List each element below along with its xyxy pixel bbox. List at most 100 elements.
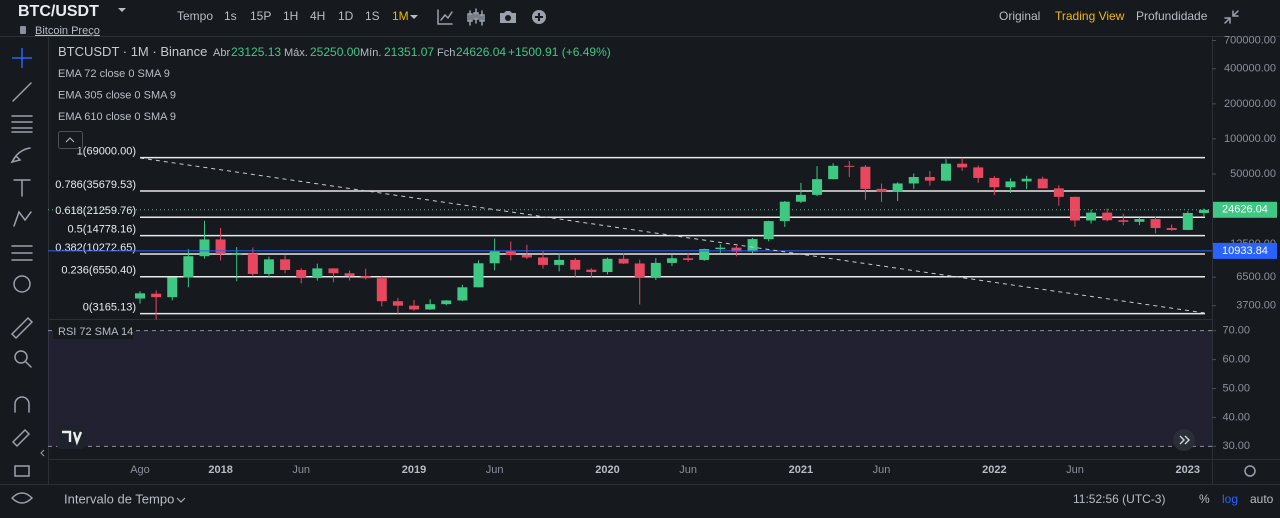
fullscreen-icon[interactable] [1224,10,1239,24]
candle-body [183,256,194,278]
indicator-label: EMA 72 close 0 SMA 9 [58,68,170,80]
candle-body [876,188,887,192]
settings-icon[interactable] [1244,465,1256,477]
symbol-caret[interactable] [118,8,126,12]
candle-body [457,287,468,301]
fib-label: 0.382(10272.65) [55,242,136,254]
range-button[interactable]: Intervalo de Tempo [64,491,174,506]
scroll-right-icon [1179,435,1190,445]
candle-body [199,239,210,257]
indicator-label: EMA 610 close 0 SMA 9 [58,111,176,123]
percent-toggle[interactable]: % [1199,492,1210,506]
lock-tool[interactable] [14,465,30,477]
x-tick-label: Jun [679,464,697,476]
candle-body [957,163,968,168]
interval-button[interactable]: 1D [338,9,354,23]
view-button[interactable]: Original [999,9,1040,23]
log-toggle[interactable]: log [1222,492,1238,506]
y-tick-label: 200000.00 [1224,98,1276,110]
trendline-tool[interactable] [12,82,32,102]
candle-body [586,269,597,273]
clock: 11:52:56 (UTC-3) [1073,492,1165,506]
candle-body [1069,196,1080,221]
interval-button[interactable]: 15P [250,9,271,23]
interval-button[interactable]: 4H [310,9,325,23]
candle-body [747,239,758,252]
magnet-tool[interactable] [14,396,30,413]
text-tool[interactable] [13,179,31,197]
legend-open-label: Abr [213,47,230,59]
candle-body [683,258,694,260]
tv-logo-mark [62,430,83,446]
rsi-band [48,330,1212,447]
view-switch: Original Trading View Profundidade [999,9,1208,23]
candle-body [376,278,387,302]
interval-button[interactable]: 1H [283,9,298,23]
x-tick-label: Jun [1066,464,1084,476]
interval-button[interactable]: Tempo [177,9,213,23]
ruler-tool[interactable] [10,316,34,340]
candle-body [602,258,613,273]
interval-button[interactable]: 1M [392,9,409,23]
candle-body [924,177,935,181]
view-button[interactable]: Profundidade [1136,9,1208,23]
collapse-chevron [65,137,75,143]
y-tick-label: 30.00 [1222,440,1250,452]
interval-caret[interactable] [410,15,418,19]
fib-tool[interactable] [11,115,33,133]
candle-body [618,258,629,264]
zoom-tool[interactable] [14,350,28,364]
visibility-tool[interactable] [11,492,34,504]
candle-body [409,305,420,310]
auto-toggle[interactable]: auto [1250,492,1274,506]
x-tick-label: 2023 [1176,464,1200,476]
legend-change: +1500.91 (+6.49%) [508,45,611,59]
candle-body [650,262,661,278]
candle-body [1102,212,1113,221]
view-button[interactable]: Trading View [1055,9,1125,23]
emoji-tool[interactable] [13,275,31,293]
y-tick-label: 400000.00 [1224,63,1276,75]
candle-body [1005,181,1016,188]
price-line-tag [1213,242,1277,259]
indicator-list: EMA 72 close 0 SMA 9 EMA 305 close 0 SMA … [58,68,176,123]
pattern-tool[interactable] [13,210,32,227]
x-tick-label: Jun [486,464,504,476]
candle-body [795,194,806,202]
candle-body [1198,209,1209,213]
candle-body [763,221,774,240]
brush-tool[interactable] [10,147,31,164]
trend-line [139,157,1206,314]
collapse-button[interactable] [58,131,83,149]
range-caret [176,497,186,503]
y-tick-label: 3700.00 [1236,300,1276,312]
crosshair-tool[interactable] [12,48,32,68]
candle-body [1134,219,1145,222]
y-tick-label: 60.00 [1222,353,1250,365]
subtitle-link[interactable]: Bitcoin Preço [35,25,100,37]
candle-body [489,251,500,264]
legend-open: 23125.13 [231,45,281,59]
fib-label: 0.618(21259.76) [55,205,136,217]
candle-body [360,276,371,279]
x-tick-label: Jun [873,464,891,476]
indicator-label: EMA 305 close 0 SMA 9 [58,89,176,101]
candle-body [167,277,178,298]
symbol[interactable]: BTC/USDT [18,3,99,20]
candle-body [263,259,274,274]
prediction-tool[interactable] [11,245,33,261]
interval-button[interactable]: 1s [224,9,237,23]
ohlc-legend: BTCUSDT · 1M · Binance Abr 23125.13 Máx.… [58,44,611,59]
indicator-icon[interactable] [437,9,453,25]
candle-body [828,165,839,180]
lock-drawing-tool[interactable] [11,428,31,448]
candle-type-icon[interactable] [467,8,485,26]
legend-close: 24626.04 [456,45,506,59]
scroll-left-icon[interactable] [40,449,45,457]
candle-body [425,304,436,310]
candle-body [328,268,339,274]
price-pane: 700000.00 400000.00 200000.00 100000.00 5000… [48,34,1277,476]
legend-high-label: Máx. [284,47,308,59]
interval-button[interactable]: 1S [365,9,380,23]
